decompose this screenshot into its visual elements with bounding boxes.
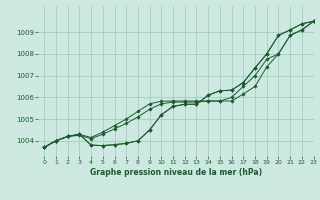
X-axis label: Graphe pression niveau de la mer (hPa): Graphe pression niveau de la mer (hPa): [90, 168, 262, 177]
